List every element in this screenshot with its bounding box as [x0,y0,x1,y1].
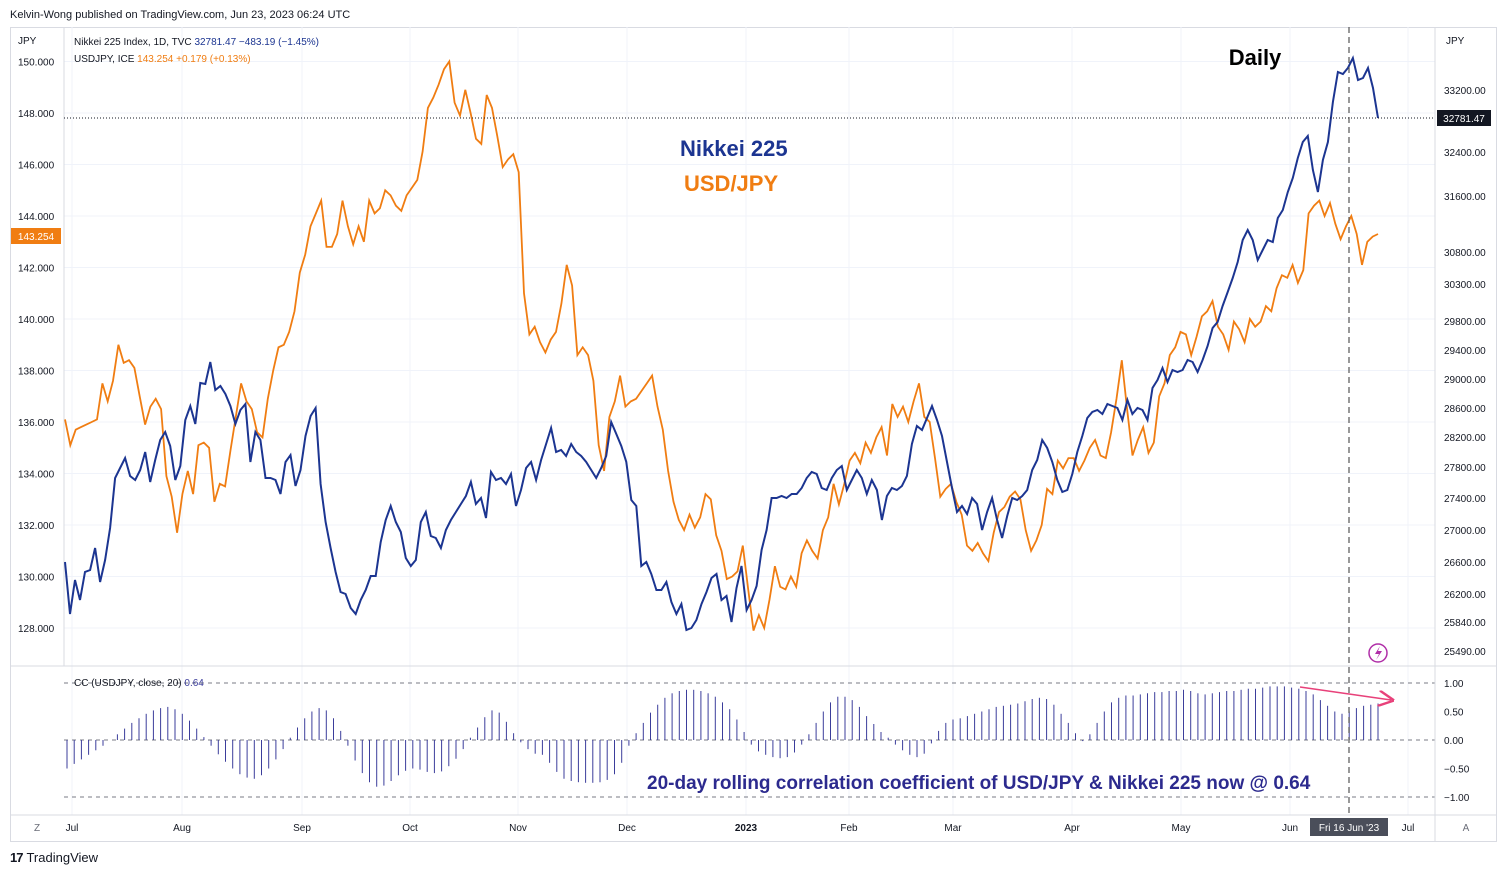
legend-nikkei[interactable]: Nikkei 225 Index, 1D, TVC 32781.47 −483.… [74,37,319,48]
lightning-icon[interactable] [1368,643,1388,663]
left-price-axis[interactable]: 150.000 148.000 146.000 144.000 142.000 140.0… [11,36,61,635]
corr-tick-label: 0.00 [1444,736,1464,747]
tradingview-logo-icon: 17 [10,850,24,865]
left-tick-label: 140.000 [18,315,55,326]
right-tick-label: 29000.00 [1444,375,1486,386]
crosshair-date-label: Fri 16 Jun '23 [1319,823,1380,834]
x-tick-label: Jun [1282,823,1298,834]
x-tick-label: 2023 [735,823,758,834]
left-tick-label: 128.000 [18,624,55,635]
x-tick-label: Sep [293,823,311,834]
legend-usdjpy[interactable]: USDJPY, ICE 143.254 +0.179 (+0.13%) [74,54,251,65]
right-tick-label: 25840.00 [1444,618,1486,629]
x-tick-label: Jul [1402,823,1415,834]
nikkei-last-price-tag [1437,110,1491,126]
right-tick-label: 30300.00 [1444,280,1486,291]
right-tick-label: 25490.00 [1444,647,1486,658]
left-tick-label: 138.000 [18,367,55,378]
left-tick-label: 144.000 [18,212,55,223]
left-tick-label: 142.000 [18,264,55,275]
x-tick-label: Dec [618,823,636,834]
right-tick-label: 32400.00 [1444,148,1486,159]
tradingview-brand[interactable]: 17 TradingView [10,850,98,865]
x-tick-label: May [1172,823,1191,834]
right-price-axis[interactable]: JPY 33200.00 32400.00 31600.00 30800.00 30300… [1437,36,1491,658]
crosshair-date-box [1310,818,1388,836]
x-tick-label: Oct [402,823,418,834]
chart-frame [10,27,1497,842]
right-tick-label: 29400.00 [1444,346,1486,357]
right-tick-label: 26200.00 [1444,590,1486,601]
time-axis[interactable]: Jul Aug Sep Oct Nov Dec 2023 Feb Mar Apr May Jun Jul… [34,818,1470,836]
price-lines [64,55,1379,632]
usdjpy-last-price-tag [11,228,61,244]
usdjpy-line [64,59,1379,632]
x-tick-label: Jul [66,823,79,834]
right-tick-label: 28600.00 [1444,404,1486,415]
left-tick-label: 150.000 [18,58,55,69]
usdjpy-annotation: USD/JPY [684,171,778,196]
overlay: Nikkei 225 Index, 1D, TVC 32781.47 −483.… [64,27,1435,815]
left-tick-label: 136.000 [18,418,55,429]
left-tick-label: 132.000 [18,521,55,532]
left-tick-label: 146.000 [18,161,55,172]
lightning-bolt-icon [1375,646,1382,660]
corr-annotation: 20-day rolling correlation coefficient o… [647,773,1311,794]
trend-arrow [1299,686,1391,700]
a-button[interactable]: A [1463,823,1470,834]
x-tick-label: Aug [173,823,191,834]
right-tick-label: 27800.00 [1444,463,1486,474]
right-tick-label: 31600.00 [1444,192,1486,203]
brand-label: TradingView [26,850,99,865]
publisher-line: Kelvin-Wong published on TradingView.com… [10,9,351,21]
corr-tick-label: −1.00 [1444,793,1470,804]
left-tick-label: 148.000 [18,109,55,120]
x-tick-label: Mar [944,823,962,834]
left-tick-label: 130.000 [18,573,55,584]
usdjpy-last-price-label: 143.254 [18,232,55,243]
right-tick-label: 27000.00 [1444,526,1486,537]
correlation-bars [66,686,1379,787]
nikkei-annotation: Nikkei 225 [680,136,788,161]
daily-title: Daily [1229,45,1282,70]
nikkei-last-price-label: 32781.47 [1443,114,1485,125]
corr-legend[interactable]: CC (USDJPY, close, 20) 0.64 [74,678,204,689]
right-tick-label: 33200.00 [1444,86,1486,97]
right-tick-label: 28200.00 [1444,433,1486,444]
z-button[interactable]: Z [34,823,40,834]
x-tick-label: Feb [840,823,858,834]
right-tick-label: 26600.00 [1444,558,1486,569]
right-axis-unit: JPY [1446,36,1465,47]
correlation-axis[interactable]: 1.00 0.50 0.00 −0.50 −1.00 [1444,679,1470,804]
corr-tick-label: 0.50 [1444,708,1464,719]
x-tick-label: Apr [1064,823,1080,834]
nikkei-line [64,55,1379,632]
left-tick-label: 134.000 [18,470,55,481]
right-tick-label: 27400.00 [1444,494,1486,505]
x-tick-label: Nov [509,823,527,834]
corr-tick-label: 1.00 [1444,679,1464,690]
right-tick-label: 29800.00 [1444,317,1486,328]
right-tick-label: 30800.00 [1444,248,1486,259]
left-axis-unit: JPY [18,36,37,47]
corr-tick-label: −0.50 [1444,765,1470,776]
